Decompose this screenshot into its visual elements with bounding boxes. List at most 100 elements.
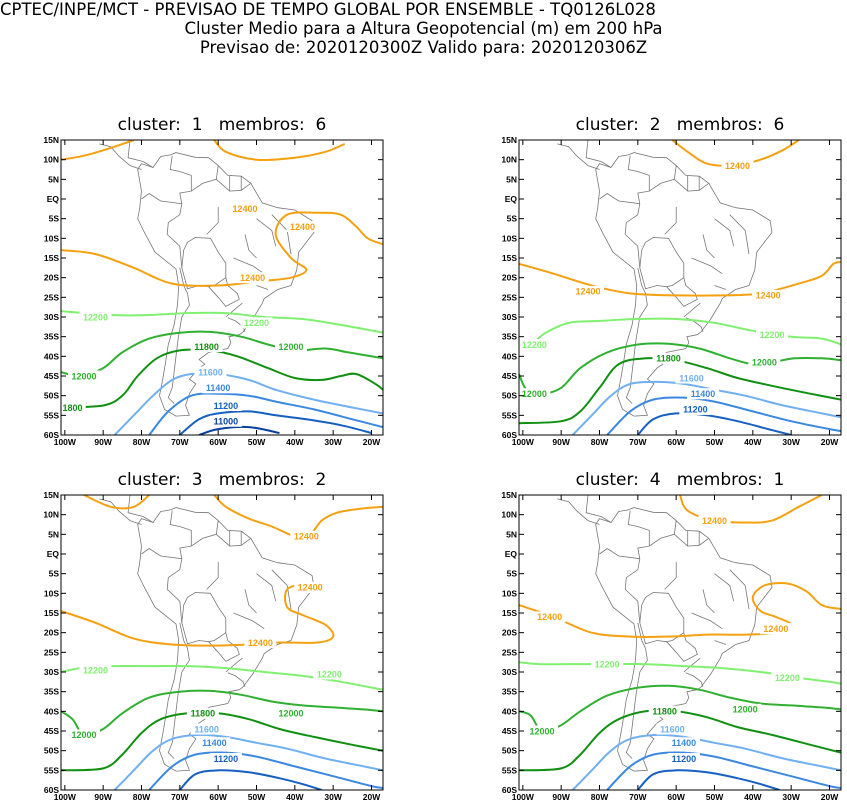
contour-11200 <box>637 769 780 790</box>
contour-11600 <box>571 733 841 790</box>
contour-label-bg <box>209 753 242 765</box>
contour-label: 12400 <box>575 287 600 297</box>
country-border <box>599 193 641 268</box>
country-border <box>208 277 240 307</box>
panel-title: cluster: 4 membros: 1 <box>576 470 785 490</box>
country-border <box>685 672 704 688</box>
coastline-central-america <box>99 143 142 170</box>
contour-label: 11400 <box>691 389 716 399</box>
lon-tick-label: 80W <box>133 792 151 802</box>
lat-tick-label: 45S <box>44 726 59 736</box>
lat-tick-label: 50S <box>44 391 59 401</box>
country-border <box>206 561 219 590</box>
lon-tick-label: 60W <box>209 792 227 802</box>
contour-label: 12000 <box>71 730 96 740</box>
contour-11600 <box>113 733 383 790</box>
contour-11200 <box>637 412 792 435</box>
contour-label-bg <box>275 341 307 352</box>
header-line-2: Cluster Medio para a Altura Geopotencial… <box>184 19 663 38</box>
plot-frame <box>518 494 842 791</box>
contour-label: 12400 <box>725 161 750 171</box>
lat-tick-label: 50S <box>502 391 517 401</box>
country-border <box>141 193 183 268</box>
contour-label: 12000 <box>733 705 758 715</box>
lon-tick-label: 40W <box>744 792 762 802</box>
contour-label: 11600 <box>198 367 223 377</box>
lat-tick-label: 40S <box>44 351 59 361</box>
lat-tick-label: 60S <box>44 785 59 795</box>
contour-label: 11600 <box>679 373 704 383</box>
lon-tick-label: 60W <box>209 437 227 447</box>
contour-label-bg <box>656 723 689 735</box>
country-border <box>227 672 246 688</box>
contour-label-bg <box>194 366 227 378</box>
country-border <box>208 632 240 662</box>
contour-label: 12000 <box>752 358 777 368</box>
lon-tick-label: 40W <box>286 792 304 802</box>
map-layer: 12400 12400 12400 12200 12200 12000 12000 11800… <box>61 495 383 790</box>
contour-label-bg <box>721 160 754 172</box>
lon-tick-label: 100W <box>512 792 535 802</box>
country-border <box>599 548 641 623</box>
country-border <box>181 592 227 645</box>
country-border <box>639 237 685 290</box>
contour-12400 <box>61 140 135 161</box>
contour-label-bg <box>687 388 719 400</box>
coastline-central-america <box>585 495 612 523</box>
country-border <box>181 237 227 290</box>
panel-title: cluster: 1 membros: 6 <box>118 115 327 135</box>
lon-tick-label: 90W <box>94 437 112 447</box>
contour-label-bg <box>729 703 762 715</box>
lon-tick-label: 90W <box>94 792 112 802</box>
panel-title: cluster: 3 membros: 2 <box>118 470 327 490</box>
header-line-1: CPTEC/INPE/MCT - PREVISAO DE TEMPO GLOBA… <box>0 0 656 19</box>
lon-tick-label: 80W <box>591 437 609 447</box>
contour-12400 <box>679 495 823 524</box>
country-border <box>729 214 750 255</box>
contour-label: 11200 <box>214 754 239 764</box>
lat-tick-label: 20S <box>44 273 59 283</box>
contour-label-bg <box>667 737 700 749</box>
lon-tick-label: 70W <box>629 437 647 447</box>
lon-tick-label: 80W <box>591 792 609 802</box>
lon-tick-label: 20W <box>821 437 839 447</box>
contour-label-bg <box>244 637 277 648</box>
lat-tick-label: 10N <box>501 155 517 165</box>
plot-frame <box>518 139 842 436</box>
lat-tick-label: 55S <box>44 765 59 775</box>
contour-label: 12400 <box>248 638 273 648</box>
lon-tick-label: 30W <box>324 437 342 447</box>
map-layer: 12400 12400 12400 12200 12200 12000 12000 11800… <box>61 140 383 435</box>
contour-label-bg <box>61 401 86 413</box>
country-border <box>674 178 710 192</box>
coastline-south-america <box>595 507 773 772</box>
lon-tick-label: 80W <box>133 437 151 447</box>
lon-tick-label: 60W <box>667 437 685 447</box>
lat-tick-label: 35S <box>502 687 517 697</box>
country-border <box>666 277 698 307</box>
country-border <box>674 533 710 547</box>
country-border <box>206 206 219 235</box>
panel-title: cluster: 2 membros: 6 <box>576 115 785 135</box>
contour-label-bg <box>771 672 804 684</box>
contour-11400 <box>148 392 383 435</box>
lon-tick-label: 60W <box>667 792 685 802</box>
coastline-central-america <box>585 140 612 168</box>
contour-label: 12400 <box>763 624 788 634</box>
lat-tick-label: 50S <box>44 746 59 756</box>
contour-label-bg <box>68 729 100 741</box>
contour-label-bg <box>667 753 700 765</box>
country-border <box>191 165 219 192</box>
contour-label: 12200 <box>83 312 108 322</box>
contour-12400 <box>519 260 841 297</box>
contour-label: 11600 <box>660 724 685 734</box>
lat-tick-label: 10S <box>502 588 517 598</box>
lat-tick-label: 25S <box>502 647 517 657</box>
lat-tick-label: 25S <box>44 647 59 657</box>
contour-label-bg <box>519 339 551 351</box>
lon-tick-label: 100W <box>54 792 77 802</box>
contour-label-bg <box>648 705 681 717</box>
lat-tick-label: 10S <box>44 233 59 243</box>
contour-label-bg <box>209 415 242 427</box>
coastline-south-america <box>137 152 315 417</box>
